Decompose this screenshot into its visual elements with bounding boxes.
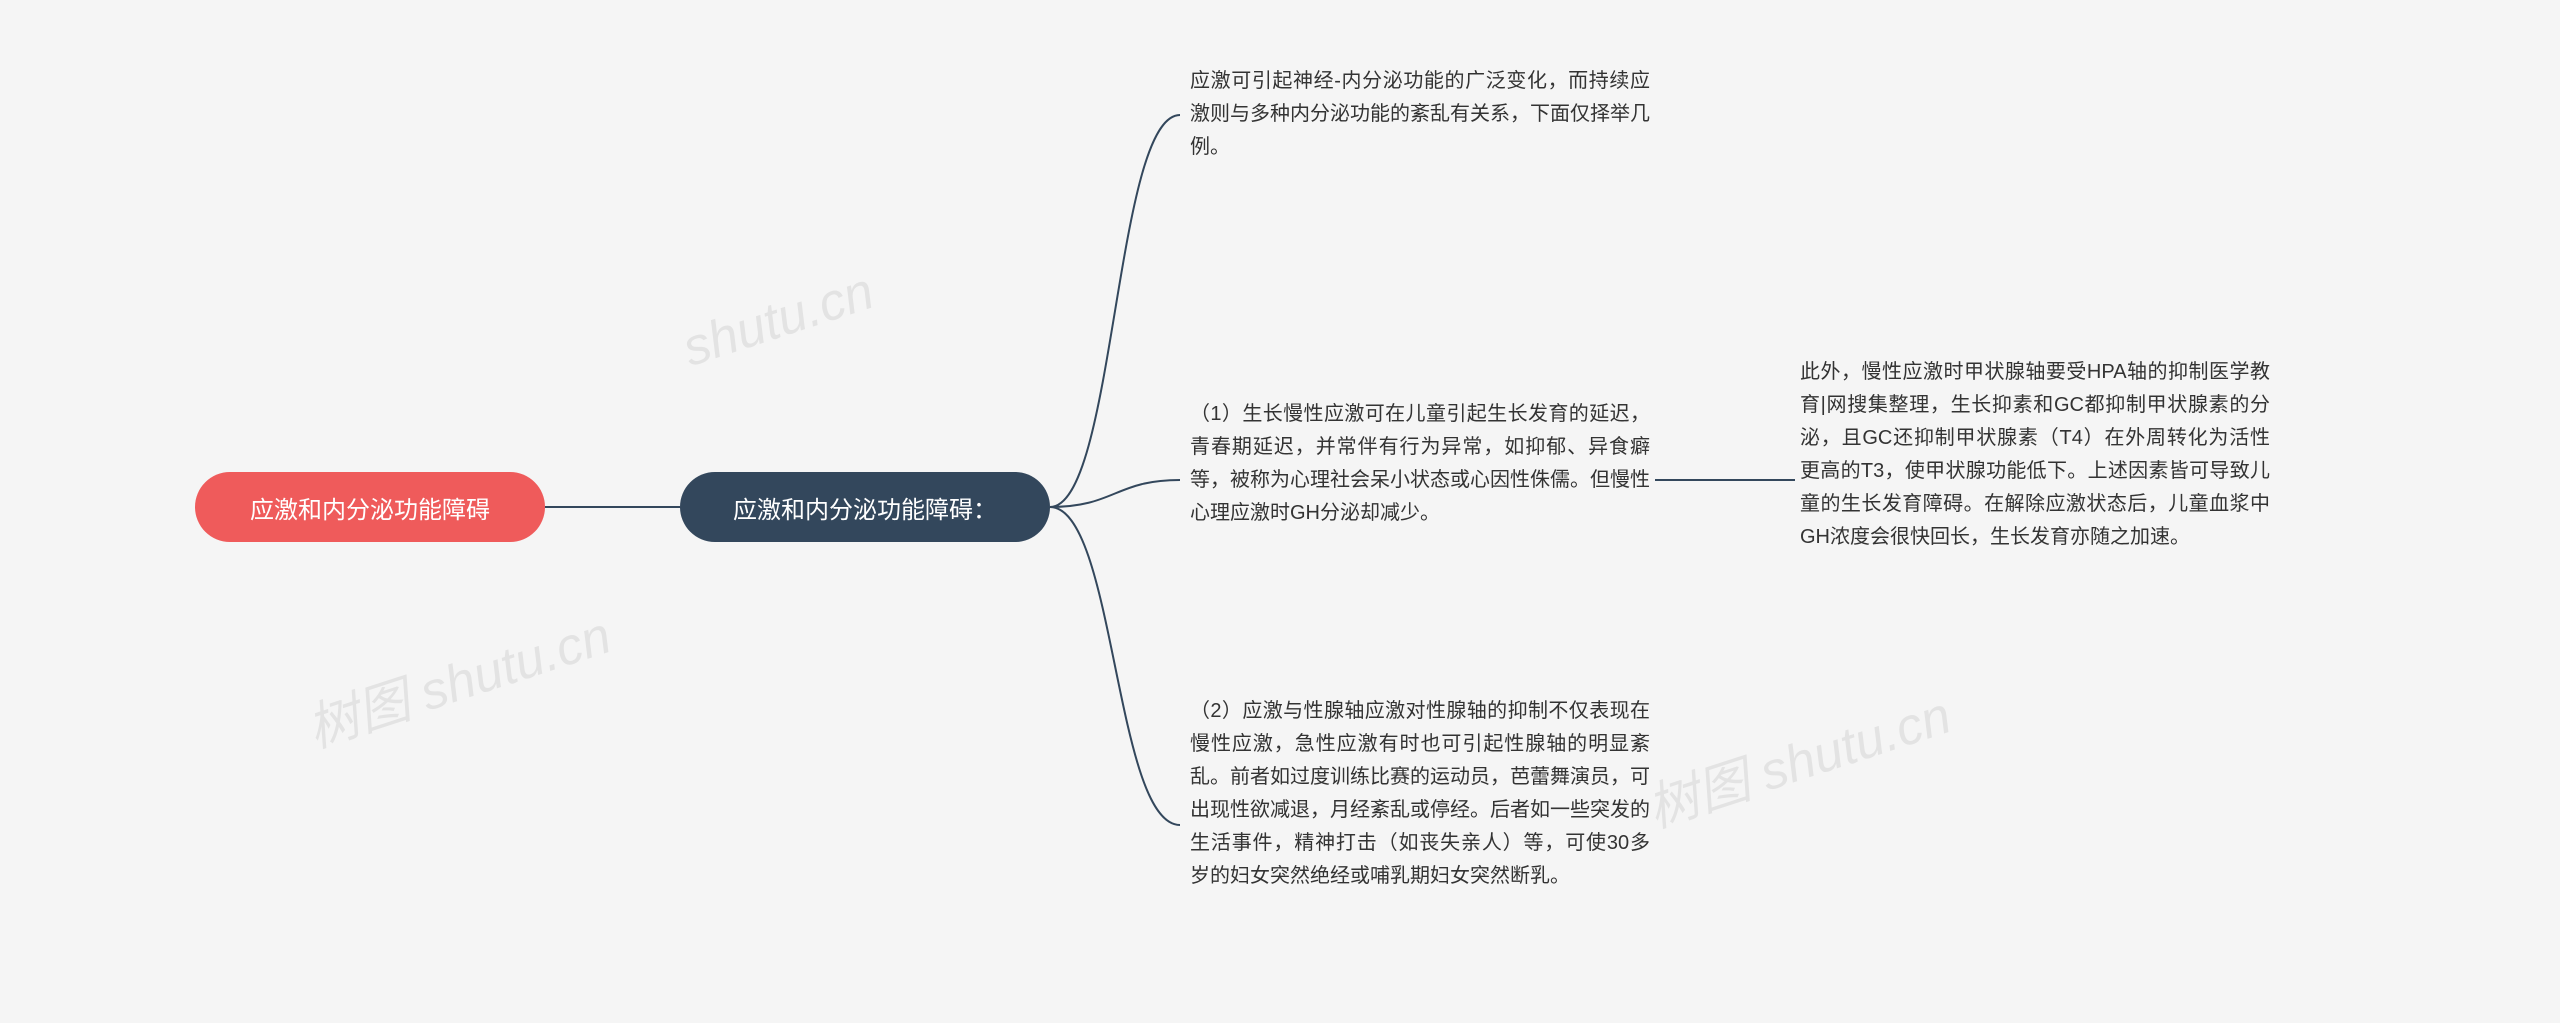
connector-bracket-main bbox=[1050, 115, 1180, 825]
watermark-1: shutu.cn bbox=[676, 261, 881, 379]
watermark-0: 树图 shutu.cn bbox=[296, 593, 619, 762]
leaf-0-content: 应激可引起神经-内分泌功能的广泛变化，而持续应激则与多种内分泌功能的紊乱有关系，… bbox=[1190, 70, 1650, 158]
subleaf-content: 此外，慢性应激时甲状腺轴要受HPA轴的抑制医学教育|网搜集整理，生长抑素和GC都… bbox=[1800, 361, 2270, 548]
mindmap-container: 应激和内分泌功能障碍 应激和内分泌功能障碍： 应激可引起神经-内分泌功能的广泛变… bbox=[0, 0, 2560, 1023]
subleaf-text[interactable]: 此外，慢性应激时甲状腺轴要受HPA轴的抑制医学教育|网搜集整理，生长抑素和GC都… bbox=[1800, 356, 2270, 554]
leaf-text-2[interactable]: （2）应激与性腺轴应激对性腺轴的抑制不仅表现在慢性应激，急性应激有时也可引起性腺… bbox=[1190, 695, 1650, 893]
root-label: 应激和内分泌功能障碍 bbox=[250, 490, 490, 525]
leaf-text-0[interactable]: 应激可引起神经-内分泌功能的广泛变化，而持续应激则与多种内分泌功能的紊乱有关系，… bbox=[1190, 65, 1650, 164]
leaf-text-1[interactable]: （1）生长慢性应激可在儿童引起生长发育的延迟，青春期延迟，并常伴有行为异常，如抑… bbox=[1190, 398, 1650, 530]
level2-node[interactable]: 应激和内分泌功能障碍： bbox=[680, 472, 1050, 542]
leaf-1-content: （1）生长慢性应激可在儿童引起生长发育的延迟，青春期延迟，并常伴有行为异常，如抑… bbox=[1190, 403, 1650, 524]
root-node[interactable]: 应激和内分泌功能障碍 bbox=[195, 472, 545, 542]
leaf-2-content: （2）应激与性腺轴应激对性腺轴的抑制不仅表现在慢性应激，急性应激有时也可引起性腺… bbox=[1190, 700, 1650, 887]
level2-label: 应激和内分泌功能障碍： bbox=[733, 490, 997, 525]
watermark-2: 树图 shutu.cn bbox=[1636, 673, 1959, 842]
